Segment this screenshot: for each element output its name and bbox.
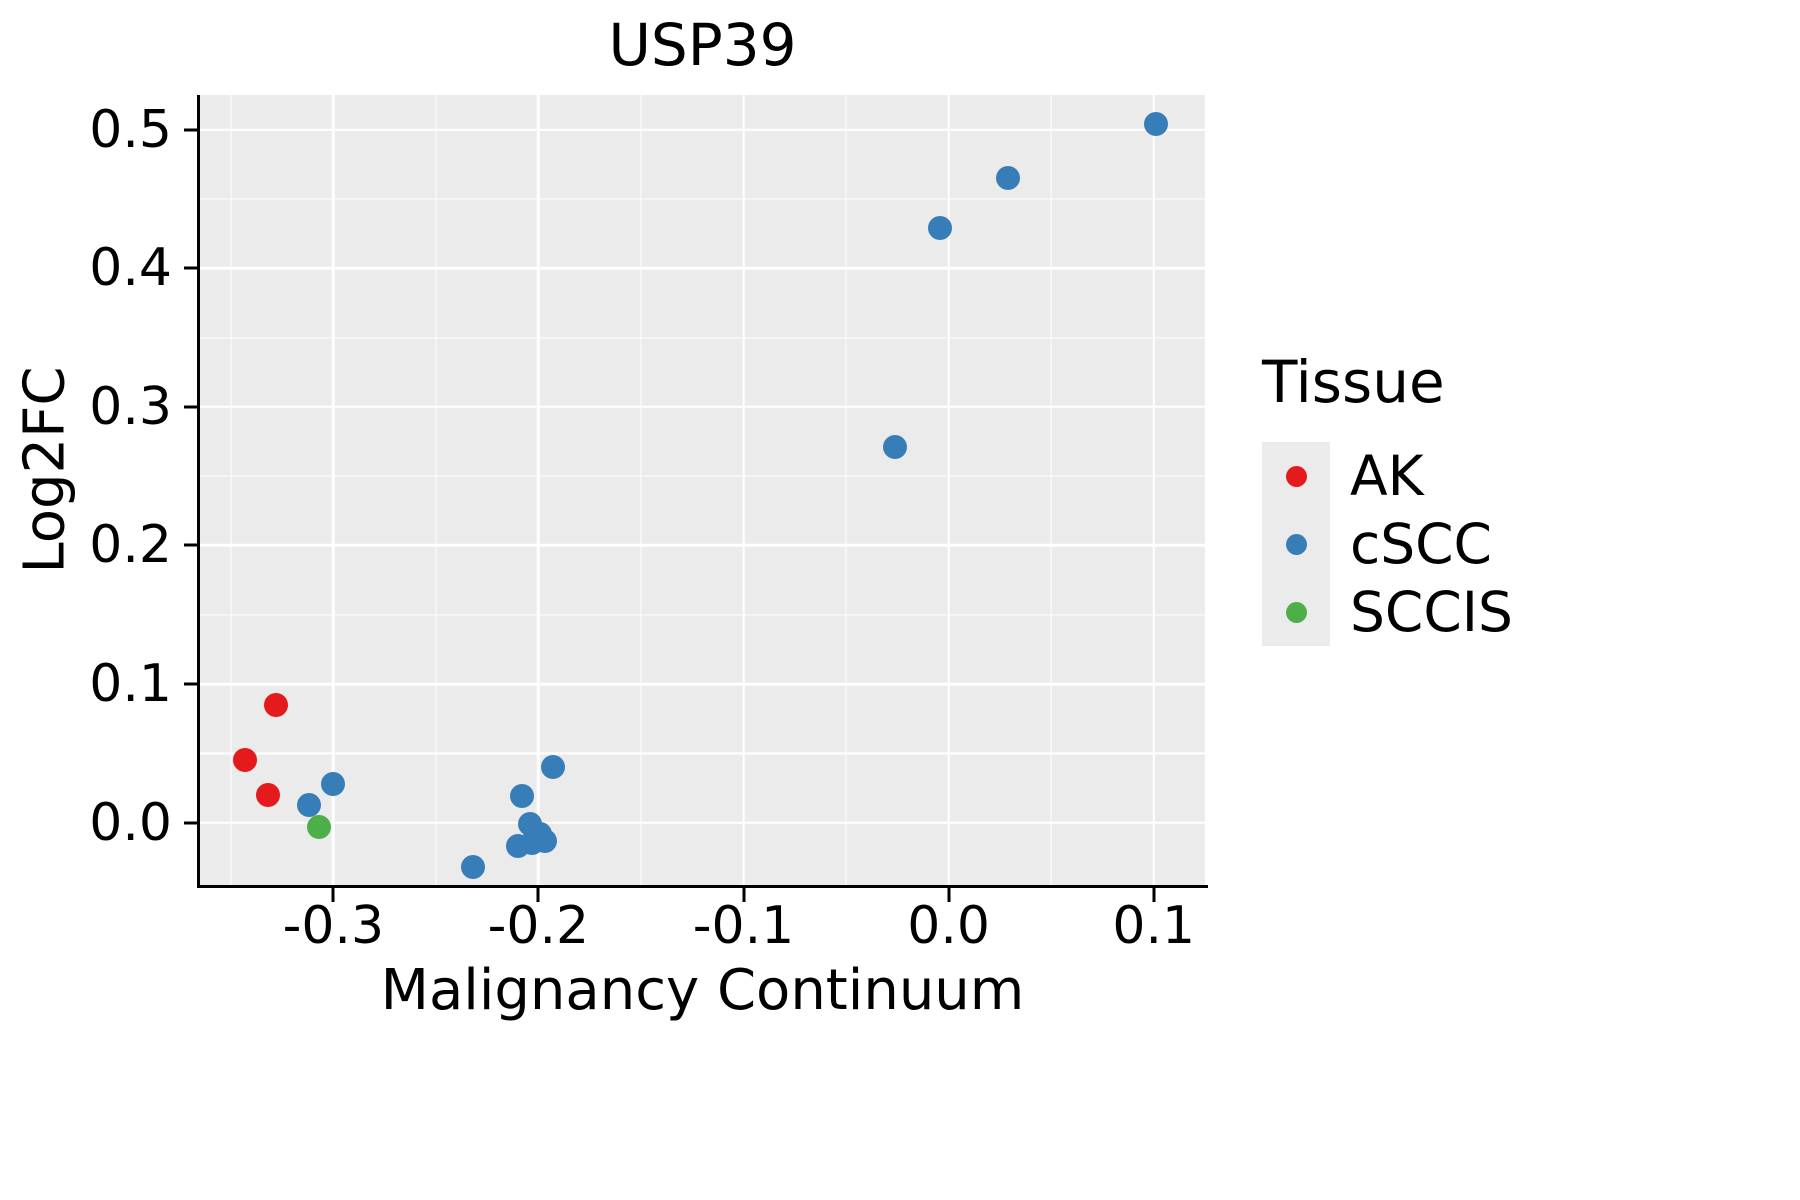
gridline-x-major — [332, 95, 335, 885]
legend-marker-ak — [1285, 465, 1307, 487]
legend: Tissue AK cSCC SCCIS — [1262, 348, 1513, 646]
y-tick-mark — [184, 128, 198, 132]
data-point-cscc — [532, 828, 557, 853]
legend-title: Tissue — [1262, 348, 1445, 416]
gridline-x-minor — [1050, 95, 1052, 885]
x-tick-mark — [536, 888, 540, 902]
data-point-cscc — [296, 792, 321, 817]
x-tick-mark — [742, 888, 746, 902]
y-tick-label: 0.4 — [89, 238, 172, 299]
gridline-y-major — [200, 544, 1205, 547]
data-point-cscc — [321, 771, 346, 796]
gridline-x-minor — [845, 95, 847, 885]
gridline-x-minor — [230, 95, 232, 885]
gridline-y-minor — [200, 752, 1205, 754]
x-axis-line — [197, 885, 1208, 888]
data-point-cscc — [996, 166, 1021, 191]
gridline-y-minor — [200, 336, 1205, 339]
gridline-y-major — [200, 405, 1205, 409]
legend-item-sccis: SCCIS — [1262, 578, 1513, 646]
legend-items: AK cSCC SCCIS — [1262, 442, 1513, 646]
gridline-y-major — [200, 821, 1205, 824]
x-tick-mark — [1152, 888, 1156, 902]
legend-item-ak: AK — [1262, 442, 1513, 510]
legend-item-label: cSCC — [1350, 512, 1492, 576]
legend-marker-sccis — [1285, 601, 1307, 623]
gridline-y-minor — [200, 475, 1205, 477]
legend-key — [1262, 442, 1330, 510]
gridline-x-minor — [435, 95, 437, 885]
y-tick-mark — [184, 821, 198, 825]
data-point-cscc — [460, 854, 485, 879]
gridline-x-major — [947, 95, 950, 885]
x-tick-label: -0.3 — [282, 896, 385, 956]
y-tick-label: 0.5 — [89, 99, 172, 160]
data-point-ak — [263, 692, 288, 717]
gridline-x-major — [742, 95, 745, 885]
gridline-x-major — [1152, 95, 1155, 885]
y-tick-label: 0.2 — [89, 515, 172, 576]
gridline-y-minor — [200, 614, 1205, 616]
y-tick-label: 0.3 — [89, 376, 172, 437]
data-point-cscc — [928, 216, 953, 241]
y-tick-label: 0.1 — [89, 654, 172, 715]
plot-title: USP39 — [608, 11, 797, 79]
gridline-y-minor — [200, 198, 1205, 200]
x-tick-label: 0.0 — [907, 896, 990, 956]
legend-marker-cscc — [1285, 533, 1307, 555]
y-axis-line — [197, 95, 200, 888]
data-point-sccis — [306, 814, 331, 839]
data-point-cscc — [540, 755, 565, 780]
gridline-y-major — [200, 128, 1205, 131]
data-point-cscc — [510, 784, 534, 809]
gridline-y-major — [200, 682, 1205, 686]
y-tick-mark — [184, 405, 198, 409]
legend-item-label: AK — [1350, 444, 1424, 508]
x-tick-mark — [331, 888, 335, 902]
data-point-ak — [255, 782, 280, 807]
y-tick-label: 0.0 — [89, 792, 172, 853]
legend-key — [1262, 510, 1330, 578]
y-tick-mark — [184, 543, 198, 547]
y-tick-mark — [184, 682, 198, 686]
x-tick-label: 0.1 — [1112, 896, 1196, 956]
x-tick-label: -0.1 — [692, 896, 795, 956]
legend-item-cscc: cSCC — [1262, 510, 1513, 578]
gridline-y-major — [200, 266, 1205, 270]
y-tick-mark — [184, 266, 198, 270]
data-point-cscc — [1143, 112, 1168, 137]
x-tick-mark — [947, 888, 951, 902]
legend-key — [1262, 578, 1330, 646]
legend-item-label: SCCIS — [1350, 580, 1513, 644]
data-point-ak — [233, 748, 258, 773]
data-point-cscc — [883, 435, 908, 460]
plot-panel — [200, 95, 1205, 885]
gridline-x-major — [537, 95, 540, 885]
x-axis-title: Malignancy Continuum — [380, 958, 1025, 1023]
gridline-x-minor — [640, 95, 642, 885]
x-tick-label: -0.2 — [487, 896, 590, 956]
